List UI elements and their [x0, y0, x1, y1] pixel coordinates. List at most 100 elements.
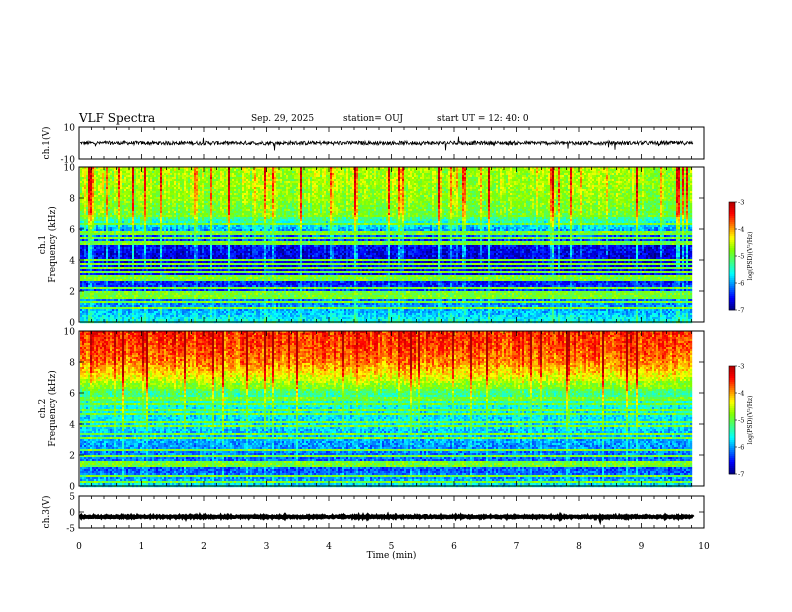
- ch1-spectrogram-cell: [230, 169, 232, 171]
- ch1-spectrogram-cell: [200, 171, 202, 173]
- ch1-spectrogram-cell: [258, 171, 260, 173]
- ch1-spectrogram-cell: [306, 171, 308, 173]
- ch1-spectrogram-cell: [562, 171, 564, 173]
- ch1-spectrogram-cell: [540, 171, 542, 173]
- ch1-spectrogram-cell: [432, 171, 434, 173]
- ch1-spectrogram-cell: [324, 169, 326, 171]
- ch1-spectrogram-cell: [408, 171, 410, 173]
- ch1-spectrogram-cell: [150, 171, 152, 173]
- ch1-spectrogram-cell: [180, 169, 182, 171]
- ch1-spectrogram-cell: [168, 169, 170, 171]
- ch1-spectrogram-cell: [496, 169, 498, 171]
- ch1-spectrogram-cell: [356, 169, 358, 171]
- ch1-spectrogram-cell: [342, 171, 344, 173]
- ch1-spectrogram-cell: [376, 171, 378, 173]
- ch1-spectrogram-cell: [226, 171, 228, 173]
- ch1-spectrogram-cell: [582, 169, 584, 171]
- ch1-spectrogram-cell: [112, 171, 114, 173]
- ch1-spectrogram-cell: [332, 171, 334, 173]
- ch1-spectrogram-cell: [490, 171, 492, 173]
- ch1-spectrogram-cell: [324, 171, 326, 173]
- ch1-spectrogram-cell: [124, 171, 126, 173]
- ch1-spectrogram-cell: [596, 169, 598, 171]
- ch1-spectrogram-cell: [666, 171, 668, 173]
- ch1-spectrogram-cell: [688, 169, 690, 171]
- ch1-spectrogram-cell: [132, 169, 134, 171]
- ch1-spectrogram-cell: [274, 169, 276, 171]
- ch1-spectrogram-cell: [256, 169, 258, 171]
- ch1-spectrogram-cell: [438, 169, 440, 171]
- ch1-spectrogram-cell: [634, 169, 636, 171]
- ch1-spectrogram-cell: [148, 171, 150, 173]
- ch1-spectrogram-cell: [212, 169, 214, 171]
- ch1-spectrogram-cell: [680, 171, 682, 173]
- ch1-spectrogram-cell: [644, 169, 646, 171]
- ch1-spectrogram-cell: [642, 169, 644, 171]
- ch1-spectrogram-cell: [270, 169, 272, 171]
- ch1-spectrogram-cell: [82, 169, 84, 171]
- ch1-spectrogram-cell: [482, 171, 484, 173]
- ch1-spectrogram-cell: [658, 171, 660, 173]
- ch1-spectrogram-cell: [294, 171, 296, 173]
- ch1-spectrogram-cell: [564, 169, 566, 171]
- ch1-spectrogram-cell: [424, 169, 426, 171]
- ch1-spectrogram-cell: [124, 169, 126, 171]
- ch1-spectrogram-cell: [128, 171, 130, 173]
- ch1-spectrogram-cell: [300, 169, 302, 171]
- ch1-waveform-ylabel: ch.1(V): [41, 127, 52, 160]
- ch1-spectrogram-cell: [558, 169, 560, 171]
- ch1-spectrogram-cell: [542, 169, 544, 171]
- ch1-spectrogram-cell: [222, 171, 224, 173]
- ch1-spectrogram-cell: [658, 169, 660, 171]
- ch1-spectrogram-cell: [138, 169, 140, 171]
- ch1-spectrogram-cell: [186, 169, 188, 171]
- ch1-spectrogram-cell: [598, 169, 600, 171]
- ch1-spectrogram-cell: [418, 169, 420, 171]
- ch1-spectrogram-cell: [252, 171, 254, 173]
- ch1-spectrogram-cell: [142, 169, 144, 171]
- ch1-spectrogram-cell: [114, 169, 116, 171]
- ch1-spectrogram-cell: [332, 169, 334, 171]
- ch1-spectrogram-cell: [654, 171, 656, 173]
- ch1-spectrogram-cell: [222, 169, 224, 171]
- ch1-spectrogram-cell: [580, 169, 582, 171]
- ch1-spectrogram-cell: [262, 169, 264, 171]
- ch1-spectrogram-cell: [182, 169, 184, 171]
- ch1-spectrogram-cell: [580, 171, 582, 173]
- ch1-spectrogram-cell: [520, 169, 522, 171]
- ch1-spectrogram-cell: [450, 169, 452, 171]
- ch1-spectrogram-cell: [360, 171, 362, 173]
- ch1-spectrogram-cell: [600, 171, 602, 173]
- ch1-spectrogram-cell: [358, 169, 360, 171]
- ch1-spectrogram-cell: [330, 169, 332, 171]
- ch1-spectrogram-cell: [100, 171, 102, 173]
- ch1-spectrogram-cell: [84, 171, 86, 173]
- ch1-spectrogram-cell: [608, 169, 610, 171]
- ch1-spectrogram-cell: [150, 169, 152, 171]
- ch1-spectrogram-cell: [588, 171, 590, 173]
- ch1-spectrogram-cell: [568, 169, 570, 171]
- ch1-spectrogram-cell: [684, 169, 686, 171]
- ch1-spectrogram-cell: [444, 169, 446, 171]
- ch1-spectrogram-cell: [320, 171, 322, 173]
- ch1-spectrogram-cell: [478, 171, 480, 173]
- ch1-spectrogram-cell: [92, 169, 94, 171]
- ch1-spectrogram-cell: [470, 169, 472, 171]
- ch1-spectrogram-cell: [384, 171, 386, 173]
- ch1-spectrogram-cell: [638, 171, 640, 173]
- ch1-spectrogram-cell: [312, 169, 314, 171]
- ch1-spectrogram-cell: [292, 171, 294, 173]
- ch1-spectrogram-cell: [214, 169, 216, 171]
- ch1-spectrogram-cell: [626, 171, 628, 173]
- ch1-spectrogram-cell: [364, 171, 366, 173]
- ch1-spectrogram-cell: [86, 169, 88, 171]
- ch1-spectrogram-cell: [458, 169, 460, 171]
- ch1-spectrogram-cell: [260, 169, 262, 171]
- ch1-spectrogram-cell: [310, 171, 312, 173]
- ch1-spectrogram-cell: [556, 169, 558, 171]
- ch1-spectrogram-cell: [294, 169, 296, 171]
- ch1-spectrogram-cell: [98, 171, 100, 173]
- ch1-spectrogram-cell: [554, 171, 556, 173]
- ch1-spectrogram-cell: [402, 171, 404, 173]
- ch1-spectrogram-cell: [374, 169, 376, 171]
